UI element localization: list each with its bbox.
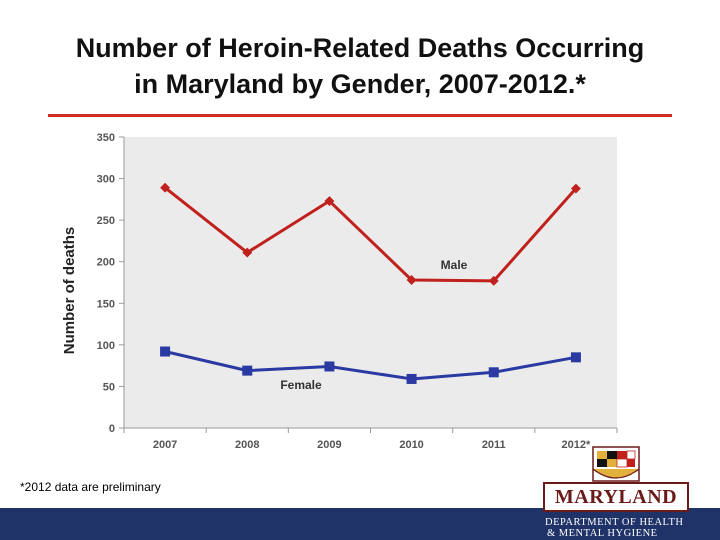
- x-tick-label: 2012*: [562, 439, 591, 451]
- slide-title: Number of Heroin-Related Deaths Occurrin…: [20, 30, 700, 102]
- series-line-male: [164, 186, 578, 283]
- series-line-female: [164, 350, 577, 381]
- y-tick-label: 300: [97, 174, 115, 186]
- logo-dept-line-2: & MENTAL HYGIENE: [547, 528, 658, 539]
- y-axis-title: Number of deaths: [61, 227, 78, 355]
- data-point-female: [406, 373, 417, 384]
- y-tick-label: 350: [97, 132, 115, 144]
- x-tick-label: 2010: [399, 439, 423, 451]
- y-tick-label: 50: [103, 381, 115, 393]
- x-tick-label: 2007: [153, 439, 177, 451]
- data-point-female: [160, 346, 171, 357]
- x-tick-label: 2009: [317, 439, 341, 451]
- maryland-dhmh-logo: MARYLAND DEPARTMENT OF HEALTH & MENTAL H…: [535, 445, 715, 540]
- series-label-female: Female: [280, 378, 322, 392]
- y-tick-label: 250: [97, 215, 115, 227]
- line-chart: 0 50 100 150 200 250 300 350 2007 2008 2009 2010 201…: [61, 132, 618, 451]
- footnote: *2012 data are preliminary: [20, 480, 161, 494]
- y-tick-label: 200: [97, 257, 115, 269]
- title-line-1: Number of Heroin-Related Deaths Occurrin…: [75, 33, 645, 63]
- x-tick-label: 2011: [482, 439, 506, 451]
- data-point-female: [242, 365, 253, 376]
- bottom-bar: [0, 508, 720, 540]
- data-point-male: [160, 182, 171, 193]
- y-tick-label: 150: [97, 298, 115, 310]
- data-point-male: [324, 196, 335, 206]
- maryland-flag-crest-icon: [592, 446, 640, 482]
- plot-area: [124, 137, 617, 428]
- data-point-male: [570, 183, 581, 194]
- title-line-2: in Maryland by Gender, 2007-2012.*: [134, 69, 586, 99]
- title-divider: [48, 114, 672, 117]
- data-point-male: [488, 275, 499, 286]
- data-point-female: [488, 367, 499, 378]
- y-tick-label: 100: [97, 340, 115, 352]
- data-point-female: [324, 361, 335, 372]
- data-point-male: [242, 247, 253, 258]
- data-point-male: [406, 275, 417, 285]
- series-label-male: Male: [441, 258, 468, 272]
- x-tick-label: 2008: [235, 439, 259, 451]
- logo-wordmark: MARYLAND: [543, 482, 689, 512]
- y-tick-label: 0: [109, 423, 115, 435]
- logo-dept-line-1: DEPARTMENT OF HEALTH: [545, 517, 684, 528]
- data-point-female: [570, 352, 581, 363]
- logo-department: DEPARTMENT OF HEALTH & MENTAL HYGIENE: [545, 517, 710, 539]
